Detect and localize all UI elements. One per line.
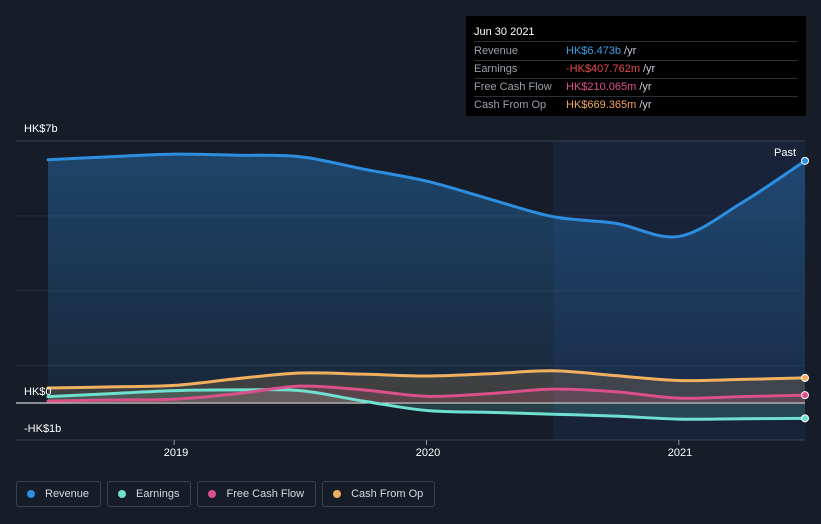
earnings-end-point [801,414,809,423]
revenue-end-point [801,156,809,165]
tooltip-row-earnings: Earnings -HK$407.762m /yr [474,61,798,79]
tooltip-row-cash-from-op: Cash From Op HK$669.365m /yr [474,97,798,114]
free-cash-flow-dot-icon [208,490,217,498]
tooltip-label: Free Cash Flow [474,81,552,93]
x-tick-label-2020: 2020 [415,447,441,459]
cash-from-op-line [46,369,807,390]
tooltip-date: Jun 30 2021 [474,23,798,42]
tooltip-label: Earnings [474,63,518,75]
tooltip-label: Revenue [474,45,519,57]
legend-label: Earnings [136,488,180,500]
x-tick-label-2019: 2019 [163,447,189,459]
free-cash-flow-end-point [801,391,809,400]
tooltip-panel: Jun 30 2021 Revenue HK$6.473b /yr Earnin… [466,16,806,116]
x-tick-label-2021: 2021 [667,447,693,459]
free-cash-flow-line [46,384,807,403]
tooltip-value: HK$210.065m [566,81,637,93]
legend-label: Revenue [45,488,90,500]
tooltip-label: Cash From Op [474,99,547,111]
earnings-area [48,389,805,420]
tooltip-value: HK$669.365m [566,99,637,111]
cash-from-op-end-point [801,373,809,382]
y-tick-label-zero: HK$0 [24,386,52,398]
legend-label: Cash From Op [351,488,424,500]
legend-item-revenue[interactable]: Revenue [16,481,102,507]
tooltip-row-revenue: Revenue HK$6.473b /yr [474,43,798,61]
legend-label: Free Cash Flow [226,488,305,500]
tooltip-unit: /yr [639,81,652,93]
past-label: Past [774,147,797,159]
y-tick-label-top: HK$7b [24,123,58,135]
legend-item-earnings[interactable]: Earnings [107,481,192,507]
free-cash-flow-area [48,386,805,403]
tooltip-unit: /yr [639,99,652,111]
tooltip-value: HK$6.473b [566,45,622,57]
tooltip-unit: /yr [643,63,656,75]
earnings-dot-icon [118,490,127,498]
revenue-area [48,154,805,403]
legend-item-cash-from-op[interactable]: Cash From Op [322,481,436,507]
cash-from-op-dot-icon [333,490,342,498]
earnings-line [46,388,807,421]
legend-item-free-cash-flow[interactable]: Free Cash Flow [197,481,317,507]
tooltip-row-free-cash-flow: Free Cash Flow HK$210.065m /yr [474,79,798,97]
tooltip-unit: /yr [624,45,637,57]
revenue-dot-icon [27,490,35,498]
legend: Revenue Earnings Free Cash Flow Cash Fro… [16,481,436,507]
revenue-line [46,152,807,239]
tooltip-value: -HK$407.762m [566,63,640,75]
y-tick-label-bottom: -HK$1b [24,423,62,435]
